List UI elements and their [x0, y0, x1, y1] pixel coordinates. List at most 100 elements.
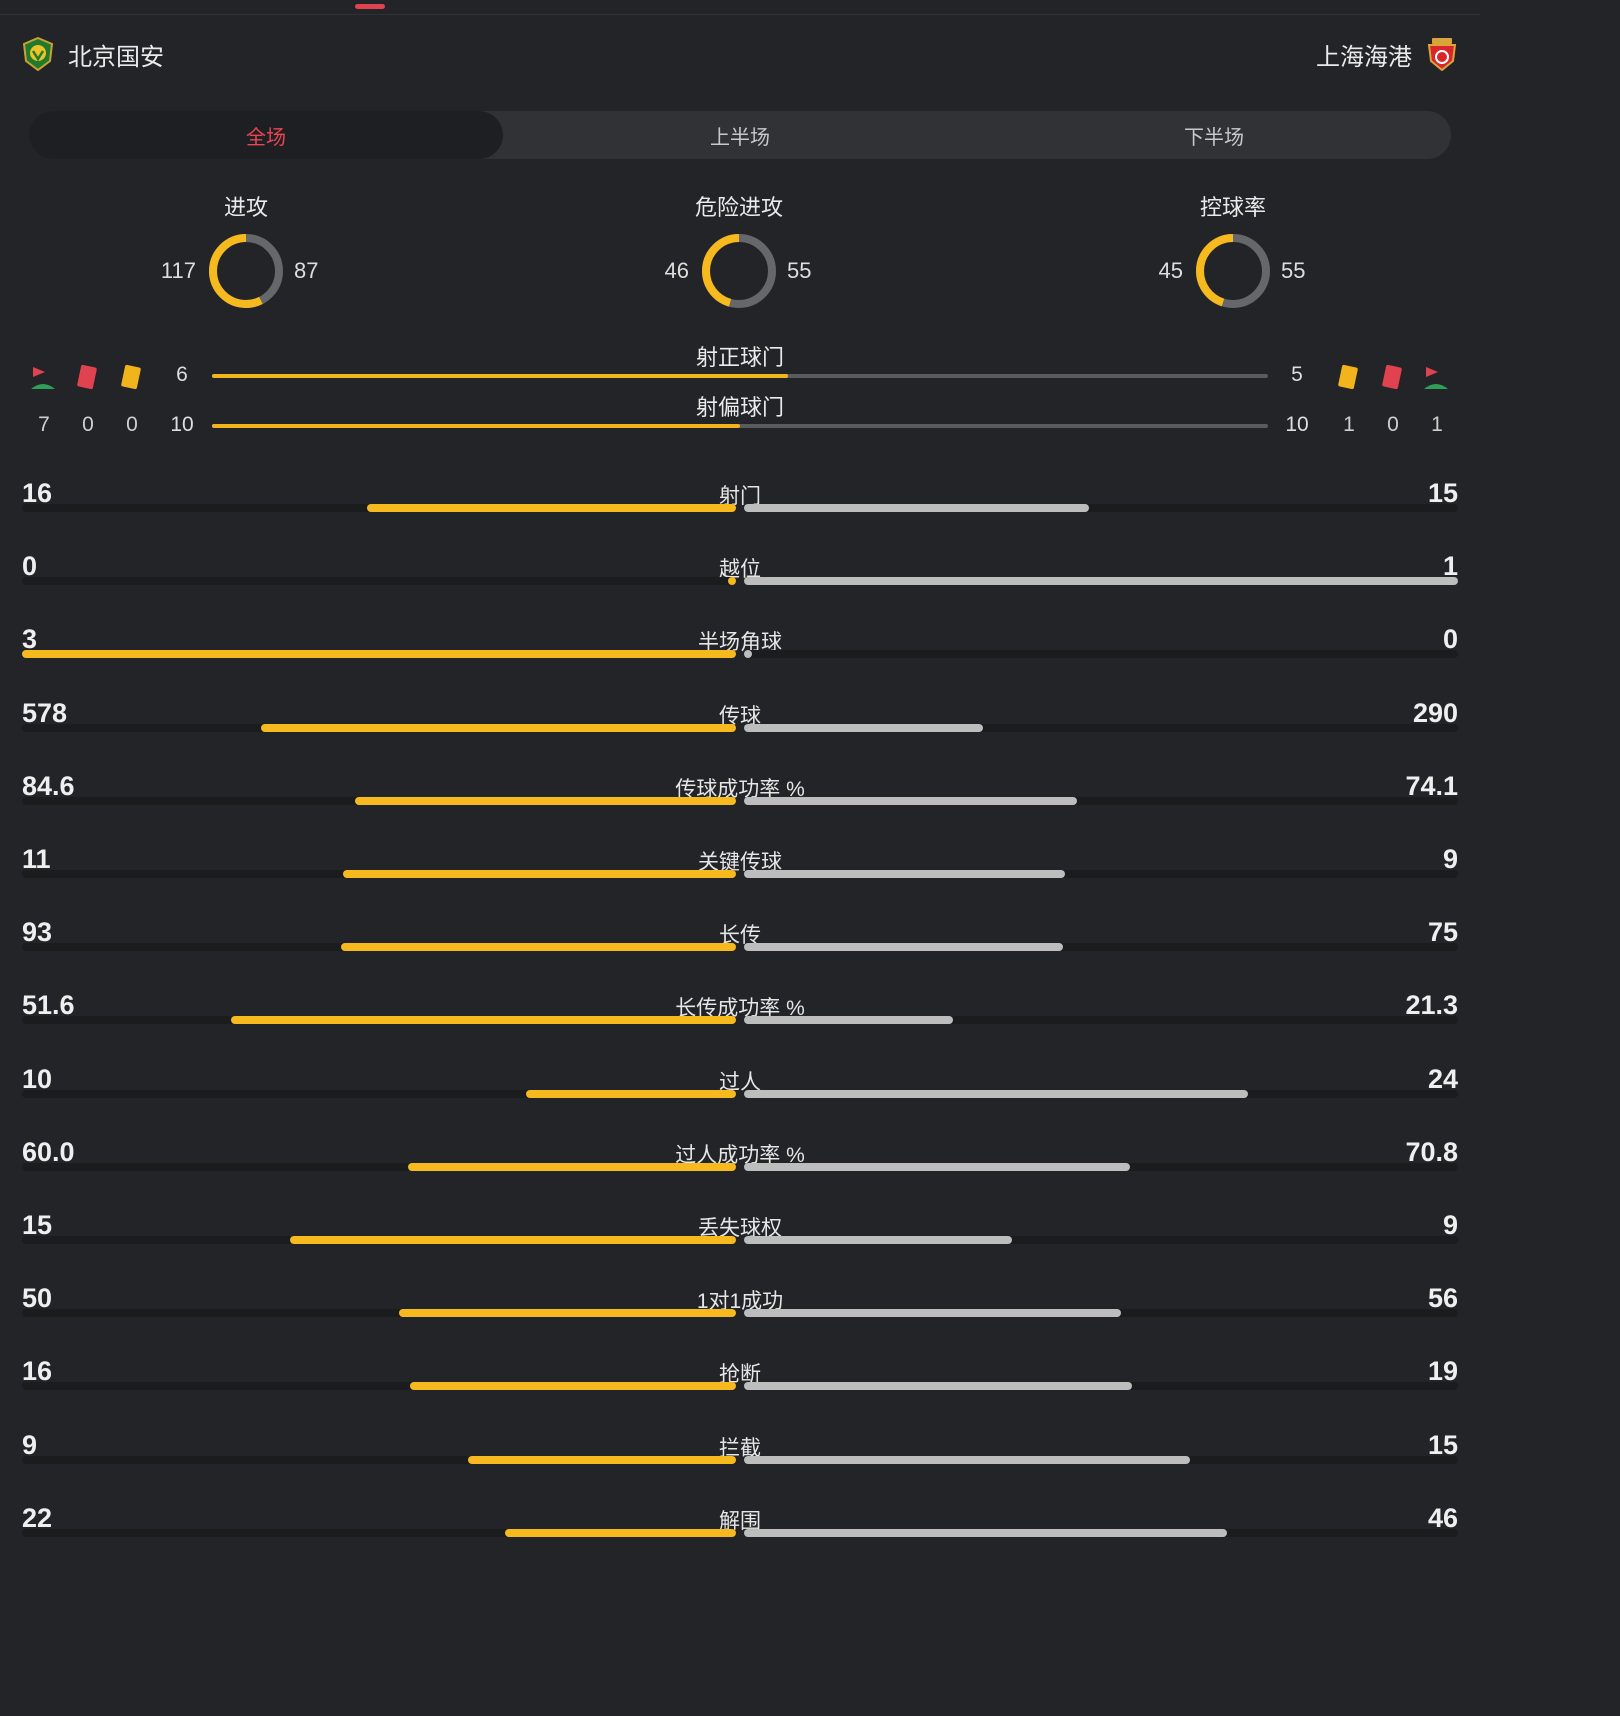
stat-label: 射门: [719, 485, 761, 508]
stat-row: 84.6 传球成功率 % 74.1: [22, 771, 1458, 831]
stat-home-value: 60.0: [22, 1136, 75, 1167]
ring-chart: [209, 234, 283, 308]
stat-away-value: 9: [1442, 844, 1458, 874]
stat-away-bar: [744, 1382, 1132, 1391]
stat-home-value: 84.6: [22, 770, 75, 801]
stat-away-value: 56: [1427, 1283, 1458, 1314]
shot-bar-home-fill: [212, 424, 740, 428]
stat-away-bar: [744, 796, 1078, 805]
stat-away-value: 24: [1427, 1063, 1458, 1094]
ring-chart: [1196, 234, 1270, 308]
stat-away-bar: [744, 1455, 1191, 1464]
stat-home-track: [22, 504, 736, 512]
stat-home-value: 15: [22, 1210, 53, 1240]
stat-away-track: [744, 723, 1458, 732]
ring-away-value: 87: [294, 258, 319, 283]
stat-away-bar: [744, 1162, 1131, 1171]
stat-home-track: [22, 796, 736, 805]
stat-away-track: [744, 1236, 1458, 1244]
stat-home-track: [22, 577, 736, 586]
stat-home-value: 93: [22, 917, 53, 948]
stat-row: 16 抢断 19: [22, 1356, 1458, 1416]
stat-home-bar: [367, 504, 736, 512]
stat-label: 长传: [719, 924, 761, 948]
stat-home-bar: [343, 870, 736, 878]
home-team[interactable]: 北京国安: [22, 34, 164, 74]
stat-row: 93 长传 75: [22, 917, 1458, 977]
stat-label: 半场角球: [698, 631, 782, 655]
stat-away-value: 1: [1442, 551, 1458, 582]
stat-away-value: 290: [1412, 697, 1458, 728]
away-corners-count: 1: [1431, 413, 1443, 436]
stat-home-bar: [399, 1309, 736, 1318]
stat-home-bar: [230, 1016, 736, 1025]
stat-away-bar: [744, 1309, 1122, 1318]
ring-title: 进攻: [223, 195, 268, 220]
shot-home-value: 6: [176, 363, 188, 386]
stat-label: 传球成功率 %: [675, 777, 805, 801]
stat-label: 过人成功率 %: [675, 1143, 805, 1167]
stat-home-value: 16: [22, 478, 53, 508]
tab-second-half[interactable]: 下半场: [1184, 126, 1244, 149]
stat-label: 丢失球权: [698, 1217, 782, 1240]
stat-away-value: 75: [1427, 917, 1458, 948]
red-card-icon: [77, 364, 97, 390]
stat-home-value: 0: [22, 551, 38, 582]
divider: [0, 14, 1480, 15]
stat-home-bar: [340, 943, 736, 952]
stat-row: 9 拦截 15: [22, 1430, 1458, 1490]
stat-home-track: [22, 1382, 736, 1391]
stat-away-track: [744, 1089, 1458, 1098]
stat-away-track: [744, 1455, 1458, 1464]
stat-label: 传球: [719, 704, 761, 728]
stat-row: 16 射门 15: [22, 478, 1458, 538]
stat-home-bar: [408, 1162, 736, 1171]
active-indicator: [355, 4, 385, 9]
shot-home-value: 10: [170, 413, 194, 436]
stat-away-bar: [744, 1089, 1248, 1098]
stat-home-track: [22, 1162, 736, 1171]
stat-row: 578 传球 290: [22, 698, 1458, 758]
stat-row: 10 过人 24: [22, 1064, 1458, 1124]
stat-label: 过人: [719, 1070, 761, 1094]
home-corners-count: 7: [38, 413, 50, 436]
stat-label: 拦截: [719, 1436, 761, 1460]
stat-home-bar: [289, 1236, 736, 1244]
ring-stat: 危险进攻 46 55: [589, 190, 889, 320]
stat-away-value: 74.1: [1405, 770, 1458, 801]
stat-row: 22 解围 46: [22, 1503, 1458, 1563]
shot-away-value: 10: [1285, 413, 1309, 436]
stat-away-bar: [744, 1236, 1012, 1244]
ring-home-arc: [702, 234, 776, 308]
stat-home-value: 578: [22, 697, 68, 728]
ring-home-value: 45: [1158, 258, 1183, 283]
stat-away-bar: [744, 650, 752, 659]
stat-row: 51.6 长传成功率 % 21.3: [22, 990, 1458, 1050]
stat-away-value: 21.3: [1405, 990, 1458, 1021]
tab-first-half[interactable]: 上半场: [710, 126, 770, 149]
stat-home-track: [22, 1528, 736, 1537]
red-card-icon: [1382, 364, 1402, 390]
stat-away-track: [744, 504, 1458, 512]
stat-away-bar: [744, 1016, 953, 1025]
stat-home-bar: [468, 1455, 736, 1464]
tab-full-match[interactable]: 全场: [29, 111, 503, 159]
ring-chart: [702, 234, 776, 308]
ring-stat: 进攻 117 87: [96, 190, 396, 320]
stat-home-bar: [409, 1382, 736, 1391]
away-team[interactable]: 上海海港: [1316, 34, 1458, 74]
stat-home-value: 22: [22, 1502, 53, 1533]
shot-away-value: 5: [1291, 363, 1303, 386]
stat-away-track: [744, 650, 1458, 659]
home-team-name: 北京国安: [68, 43, 164, 71]
stat-home-bar: [505, 1528, 736, 1537]
stat-label: 1对1成功: [696, 1290, 784, 1314]
stat-away-bar: [744, 723, 983, 732]
shot-bar-track: [212, 424, 1268, 428]
stat-home-bar: [260, 723, 736, 732]
stat-home-bar: [526, 1089, 736, 1098]
stat-home-bar: [728, 577, 736, 586]
period-tabs: 全场 上半场 下半场: [29, 111, 1451, 159]
stat-home-value: 10: [22, 1063, 53, 1094]
stat-home-track: [22, 1016, 736, 1025]
